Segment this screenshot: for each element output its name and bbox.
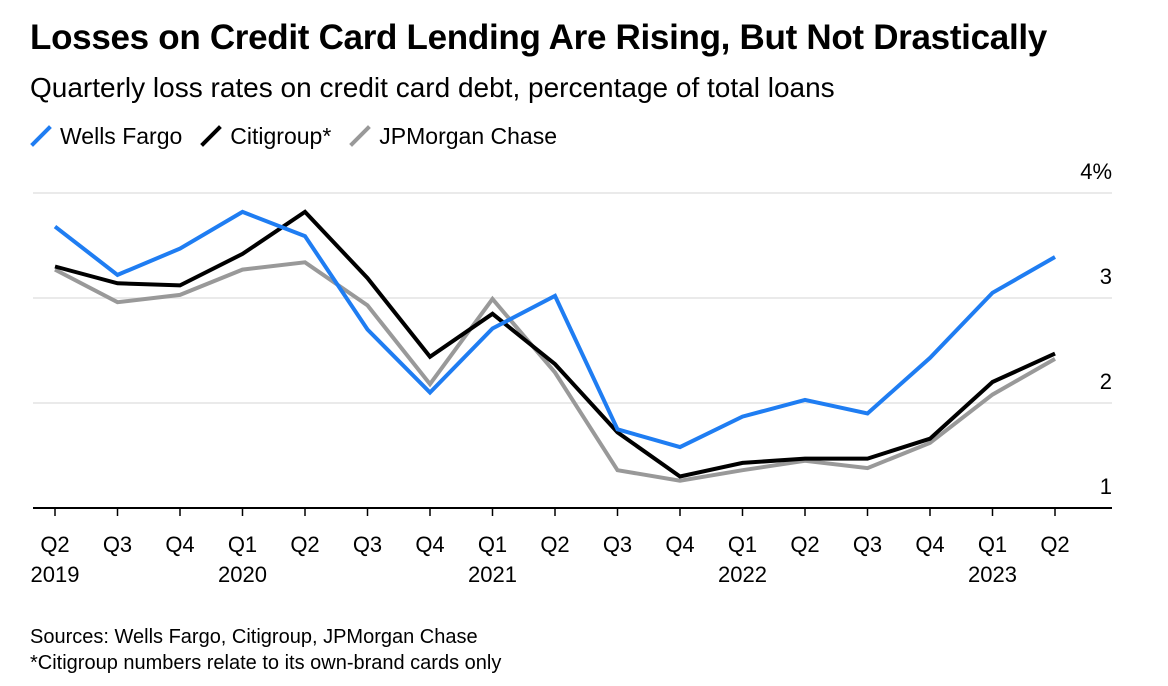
- x-tick-label-13: Q3: [853, 532, 882, 557]
- x-tick-label-9: Q3: [603, 532, 632, 557]
- chart-subtitle: Quarterly loss rates on credit card debt…: [30, 72, 835, 103]
- year-label-2020: 2020: [218, 562, 267, 587]
- legend-item-citigroup: Citigroup*: [200, 123, 331, 150]
- x-tick-label-16: Q2: [1040, 532, 1069, 557]
- series-line-wells-fargo: [53, 209, 1056, 450]
- x-tick-label-0: Q2: [40, 532, 69, 557]
- legend-item-jpmorgan-chase: JPMorgan Chase: [349, 123, 557, 150]
- x-tick-label-6: Q4: [415, 532, 444, 557]
- year-label-2022: 2022: [718, 562, 767, 587]
- x-tick-label-2: Q4: [165, 532, 194, 557]
- series-line-citigroup: [54, 209, 1056, 479]
- footnote-text: *Citigroup numbers relate to its own-bra…: [30, 652, 502, 674]
- legend-label-citigroup: Citigroup*: [230, 122, 332, 149]
- x-tick-label-5: Q3: [353, 532, 382, 557]
- x-tick-label-3: Q1: [228, 532, 257, 557]
- y-tick-label-4: 4%: [1080, 159, 1112, 184]
- legend-swatch-citigroup: [200, 125, 223, 147]
- sources-block: Sources: Wells Fargo, Citigroup, JPMorga…: [30, 624, 501, 676]
- legend-label-jpmorgan-chase: JPMorgan Chase: [379, 122, 557, 149]
- y-tick-label-3: 3: [1100, 264, 1112, 289]
- year-label-2019: 2019: [31, 562, 80, 587]
- x-tick-label-14: Q4: [915, 532, 944, 557]
- x-tick-label-1: Q3: [103, 532, 132, 557]
- x-tick-label-12: Q2: [790, 532, 819, 557]
- x-tick-label-10: Q4: [665, 532, 694, 557]
- x-tick-label-11: Q1: [728, 532, 757, 557]
- line-chart: 4% 3 2 1 Q2 Q3 Q4 Q1 Q2 Q3 Q4 Q1 Q2 Q3 Q4 Q1 Q2 Q3 Q4 Q1 Q2 2…: [31, 159, 1112, 587]
- sources-text: Sources: Wells Fargo, Citigroup, JPMorga…: [30, 626, 478, 648]
- x-tick-label-8: Q2: [540, 532, 569, 557]
- year-label-2023: 2023: [968, 562, 1017, 587]
- year-label-2021: 2021: [468, 562, 517, 587]
- y-tick-label-2: 2: [1100, 369, 1112, 394]
- x-tick-label-15: Q1: [978, 532, 1007, 557]
- legend-swatch-wells-fargo: [30, 125, 52, 147]
- legend-item-wells-fargo: Wells Fargo: [30, 123, 182, 150]
- series-line-jpmorgan-chase: [54, 260, 1056, 483]
- legend-swatch-jpmorgan-chase: [349, 125, 372, 147]
- legend-label-wells-fargo: Wells Fargo: [60, 122, 183, 149]
- chart-title: Losses on Credit Card Lending Are Rising…: [30, 18, 1047, 57]
- x-tick-label-4: Q2: [290, 532, 319, 557]
- legend: Wells Fargo Citigroup* JPMorgan Chase: [30, 121, 575, 151]
- x-tick-label-7: Q1: [478, 532, 507, 557]
- y-tick-label-1: 1: [1100, 474, 1112, 499]
